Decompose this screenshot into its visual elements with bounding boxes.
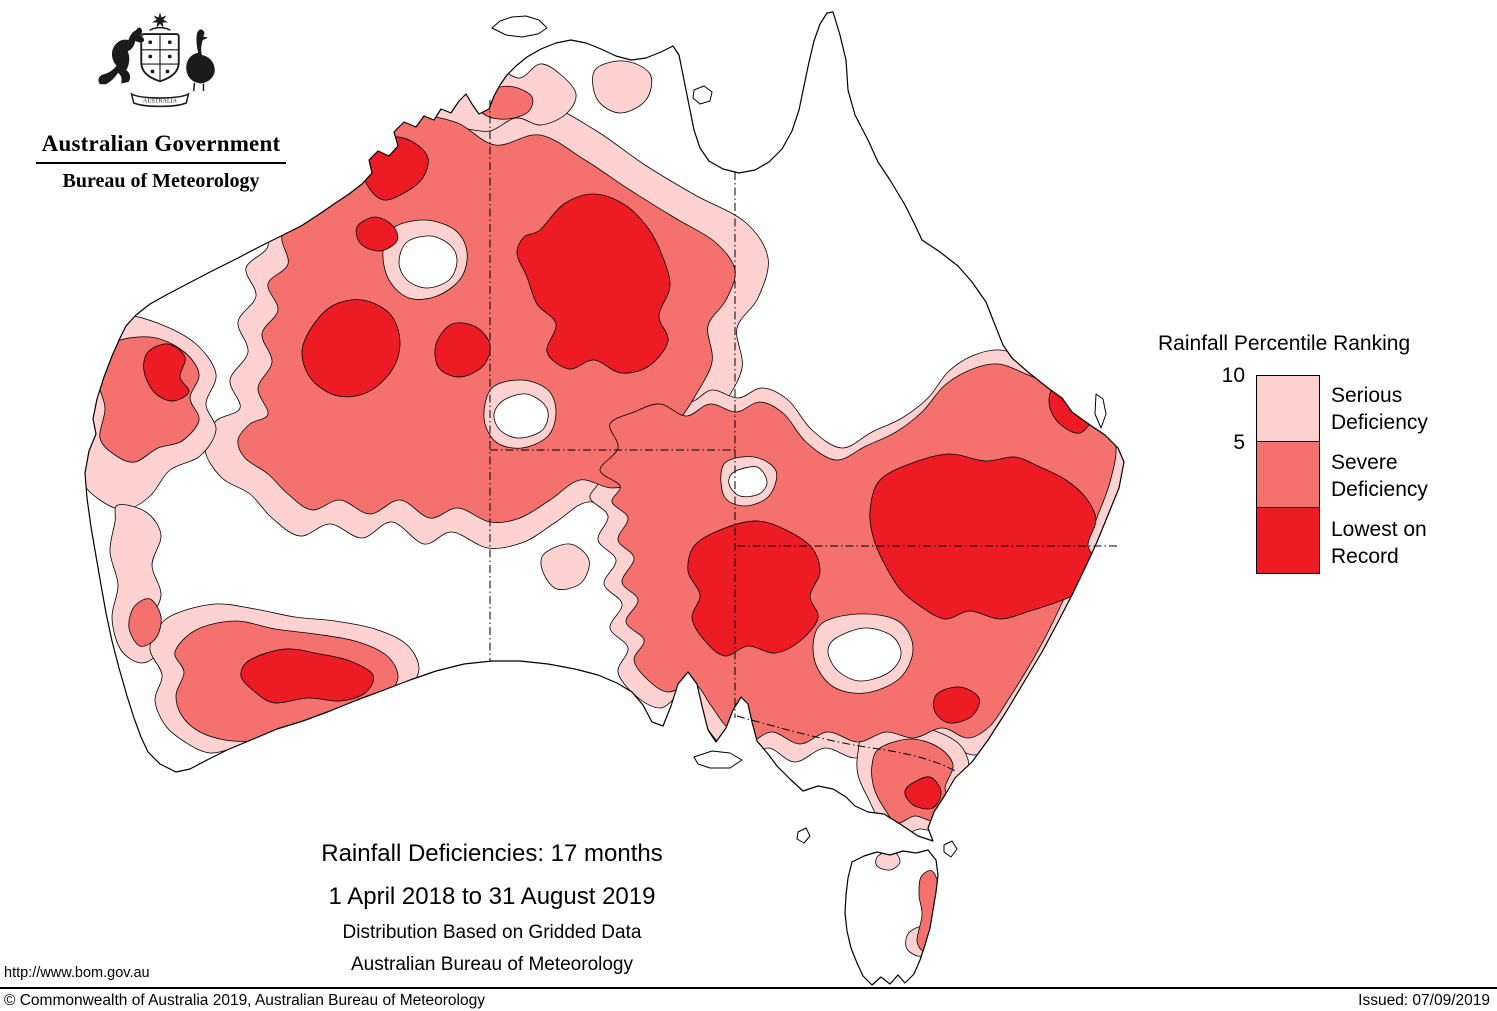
legend-swatch-lowest bbox=[1256, 507, 1320, 574]
emu-legs bbox=[193, 82, 205, 92]
emu-icon bbox=[186, 29, 215, 84]
scroll-text: AUSTRALIA bbox=[143, 98, 178, 104]
bom-url: http://www.bom.gov.au bbox=[4, 965, 150, 981]
wreath bbox=[149, 26, 171, 31]
legend: Rainfall Percentile Ranking 10 5 Serious… bbox=[1155, 332, 1497, 592]
legend-swatch-severe bbox=[1256, 441, 1320, 508]
nsw-vic-border bbox=[736, 715, 958, 773]
caption-method: Distribution Based on Gridded Data bbox=[342, 922, 642, 943]
wa-nt-sa-borders bbox=[489, 100, 1118, 718]
lowest-on-record-regions bbox=[143, 136, 1099, 810]
government-branding: Australian Government Bureau of Meteorol… bbox=[36, 131, 286, 193]
islands-outline bbox=[491, 15, 1107, 858]
government-title: Australian Government bbox=[41, 131, 281, 156]
legend-tick-5: 5 bbox=[1233, 431, 1245, 454]
legend-colorbar bbox=[1256, 375, 1320, 574]
kangaroo-icon bbox=[98, 27, 145, 85]
mainland-outline bbox=[84, 11, 1125, 842]
map-caption: Rainfall Deficiencies: 17 months 1 April… bbox=[247, 840, 737, 976]
legend-label-lowest: Lowest on Record bbox=[1331, 518, 1427, 568]
bureau-title: Bureau of Meteorology bbox=[62, 170, 260, 192]
shield-quarters bbox=[141, 34, 179, 82]
tasmania-outline bbox=[844, 849, 939, 986]
legend-title: Rainfall Percentile Ranking bbox=[1158, 332, 1411, 355]
legend-swatch-serious bbox=[1256, 375, 1320, 442]
caption-title: Rainfall Deficiencies: 17 months bbox=[321, 840, 663, 867]
issued-date: Issued: 07/09/2019 bbox=[1358, 992, 1490, 1009]
coastline bbox=[84, 11, 1125, 986]
commonwealth-star-icon bbox=[151, 12, 169, 28]
deficiency-regions bbox=[85, 60, 1124, 957]
coat-of-arms: AUSTRALIA bbox=[98, 12, 215, 108]
caption-source: Australian Bureau of Meteorology bbox=[351, 954, 633, 975]
no-deficiency-holes bbox=[398, 235, 902, 682]
caption-period: 1 April 2018 to 31 August 2019 bbox=[328, 883, 656, 910]
legend-label-serious: Serious Deficiency bbox=[1331, 384, 1428, 434]
legend-label-severe: Severe Deficiency bbox=[1331, 451, 1428, 501]
scroll bbox=[130, 92, 190, 108]
footer-divider bbox=[0, 987, 1497, 989]
branding-divider bbox=[36, 162, 286, 164]
copyright-text: © Commonwealth of Australia 2019, Austra… bbox=[4, 992, 485, 1009]
shield-charges bbox=[148, 40, 172, 74]
state-borders bbox=[489, 100, 1118, 773]
legend-tick-10: 10 bbox=[1221, 364, 1245, 387]
